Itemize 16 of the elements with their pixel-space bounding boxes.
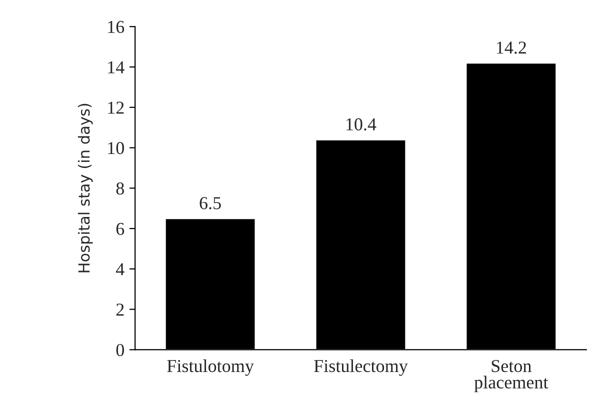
y-tick-label: 4: [116, 263, 124, 276]
data-label: 6.5: [200, 197, 221, 210]
x-tick-label: Seton placement: [474, 360, 548, 392]
y-tick-label: 10: [108, 142, 124, 154]
y-tick-label: 2: [116, 304, 124, 316]
data-label: 14.2: [496, 42, 526, 54]
y-axis-title: Hospital stay (in days): [78, 104, 93, 272]
x-tick-label: Fistulotomy: [167, 359, 254, 376]
y-tick-label: 0: [116, 344, 124, 356]
x-tick-label: Fistulectomy: [314, 359, 408, 376]
data-label: 10.4: [346, 118, 376, 131]
y-tick-label: 14: [108, 61, 124, 74]
y-tick-label: 6: [116, 222, 124, 235]
y-tick-label: 16: [108, 20, 124, 34]
y-tick-label: 8: [116, 182, 124, 195]
y-tick-label: 12: [108, 102, 124, 114]
